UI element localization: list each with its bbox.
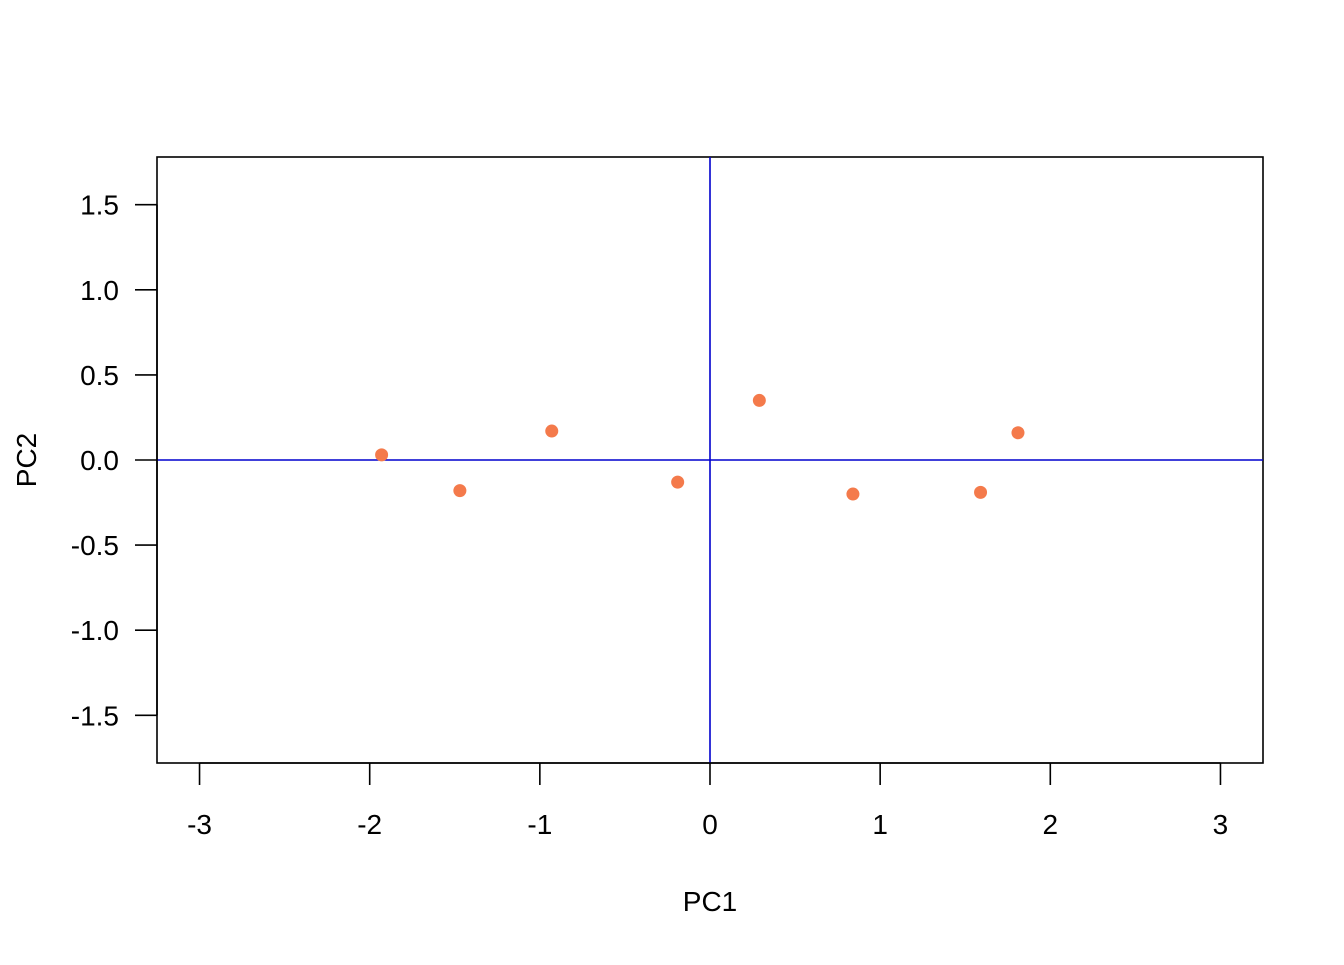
y-tick-label: 1.5	[80, 190, 119, 221]
reference-lines	[157, 157, 1263, 763]
x-tick-label: 3	[1213, 809, 1229, 840]
y-tick-label: 0.5	[80, 360, 119, 391]
y-tick-label: 0.0	[80, 445, 119, 476]
x-tick-label: 0	[702, 809, 718, 840]
data-point	[545, 424, 559, 438]
x-axis-label: PC1	[683, 886, 737, 917]
y-tick-label: -1.0	[71, 615, 119, 646]
data-point	[846, 487, 860, 501]
x-tick-label: -2	[357, 809, 382, 840]
y-tick-label: -0.5	[71, 530, 119, 561]
data-point	[453, 484, 467, 498]
x-tick-label: 2	[1043, 809, 1059, 840]
x-axis: -3 -2 -1 0 1 2 3	[187, 762, 1229, 840]
data-points	[375, 393, 1025, 501]
data-point	[671, 475, 685, 489]
x-tick-label: 1	[872, 809, 888, 840]
data-point	[974, 485, 988, 499]
data-point	[1011, 426, 1025, 440]
data-point	[375, 448, 389, 462]
data-point	[752, 393, 766, 407]
y-axis-label: PC2	[11, 433, 42, 487]
x-tick-label: -3	[187, 809, 212, 840]
y-tick-label: 1.0	[80, 275, 119, 306]
y-tick-label: -1.5	[71, 700, 119, 731]
x-tick-label: -1	[527, 809, 552, 840]
y-axis: -1.5 -1.0 -0.5 0.0 0.5 1.0 1.5	[71, 190, 158, 731]
